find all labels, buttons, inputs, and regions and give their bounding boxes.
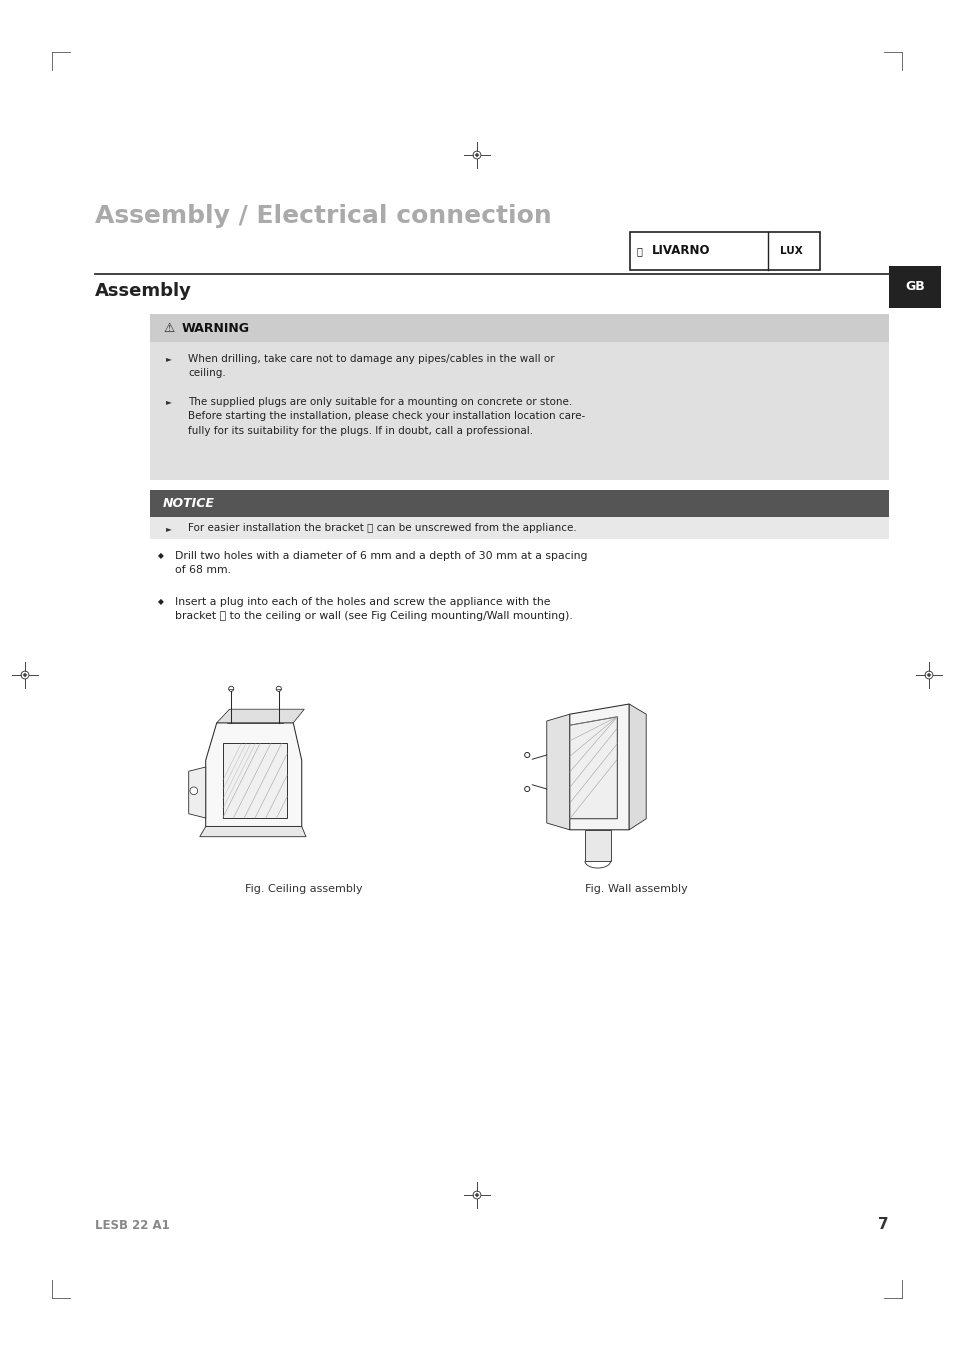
Polygon shape (206, 722, 301, 826)
Polygon shape (189, 767, 206, 818)
Text: LIVARNO: LIVARNO (651, 244, 710, 258)
Circle shape (190, 787, 197, 795)
Text: 7: 7 (878, 1216, 888, 1233)
Text: The supplied plugs are only suitable for a mounting on concrete or stone.
Before: The supplied plugs are only suitable for… (188, 397, 584, 436)
Polygon shape (199, 826, 306, 837)
Circle shape (229, 686, 233, 691)
Circle shape (276, 686, 281, 691)
Polygon shape (925, 672, 930, 678)
Polygon shape (216, 709, 304, 722)
Text: Assembly: Assembly (95, 282, 192, 300)
Bar (222, 744, 287, 818)
Text: Fig. Wall assembly: Fig. Wall assembly (584, 884, 687, 894)
Text: ◆: ◆ (158, 597, 164, 606)
Bar (150, 517, 888, 539)
Text: When drilling, take care not to damage any pipes/cables in the wall or
ceiling.: When drilling, take care not to damage a… (188, 354, 554, 378)
Text: Assembly / Electrical connection: Assembly / Electrical connection (95, 204, 551, 228)
Text: Fig. Ceiling assembly: Fig. Ceiling assembly (245, 884, 362, 894)
Bar (150, 490, 888, 517)
Text: ►: ► (166, 354, 172, 363)
Polygon shape (629, 703, 645, 830)
Text: ⎕: ⎕ (637, 246, 642, 256)
Text: NOTICE: NOTICE (163, 497, 214, 510)
Polygon shape (569, 703, 629, 830)
Polygon shape (475, 1192, 478, 1197)
Text: ►: ► (166, 397, 172, 406)
Bar (629, 232, 820, 270)
Polygon shape (475, 153, 478, 158)
Text: ►: ► (166, 525, 172, 533)
Text: LESB 22 A1: LESB 22 A1 (95, 1219, 170, 1233)
Bar (888, 266, 940, 308)
Text: Insert a plug into each of the holes and screw the appliance with the
bracket ⓔ : Insert a plug into each of the holes and… (174, 597, 572, 621)
Polygon shape (23, 672, 28, 678)
Polygon shape (546, 714, 569, 830)
Text: Drill two holes with a diameter of 6 mm and a depth of 30 mm at a spacing
of 68 : Drill two holes with a diameter of 6 mm … (174, 551, 587, 575)
Bar (150, 315, 888, 342)
Text: WARNING: WARNING (182, 321, 250, 335)
Polygon shape (569, 717, 617, 818)
Circle shape (524, 787, 529, 791)
Text: GB: GB (904, 281, 923, 293)
Circle shape (524, 752, 529, 757)
Polygon shape (584, 830, 610, 861)
Bar (150, 315, 888, 481)
Text: For easier installation the bracket ⓔ can be unscrewed from the appliance.: For easier installation the bracket ⓔ ca… (188, 522, 577, 533)
Text: LUX: LUX (780, 246, 801, 256)
Text: ◆: ◆ (158, 551, 164, 560)
Text: ⚠: ⚠ (163, 321, 174, 335)
